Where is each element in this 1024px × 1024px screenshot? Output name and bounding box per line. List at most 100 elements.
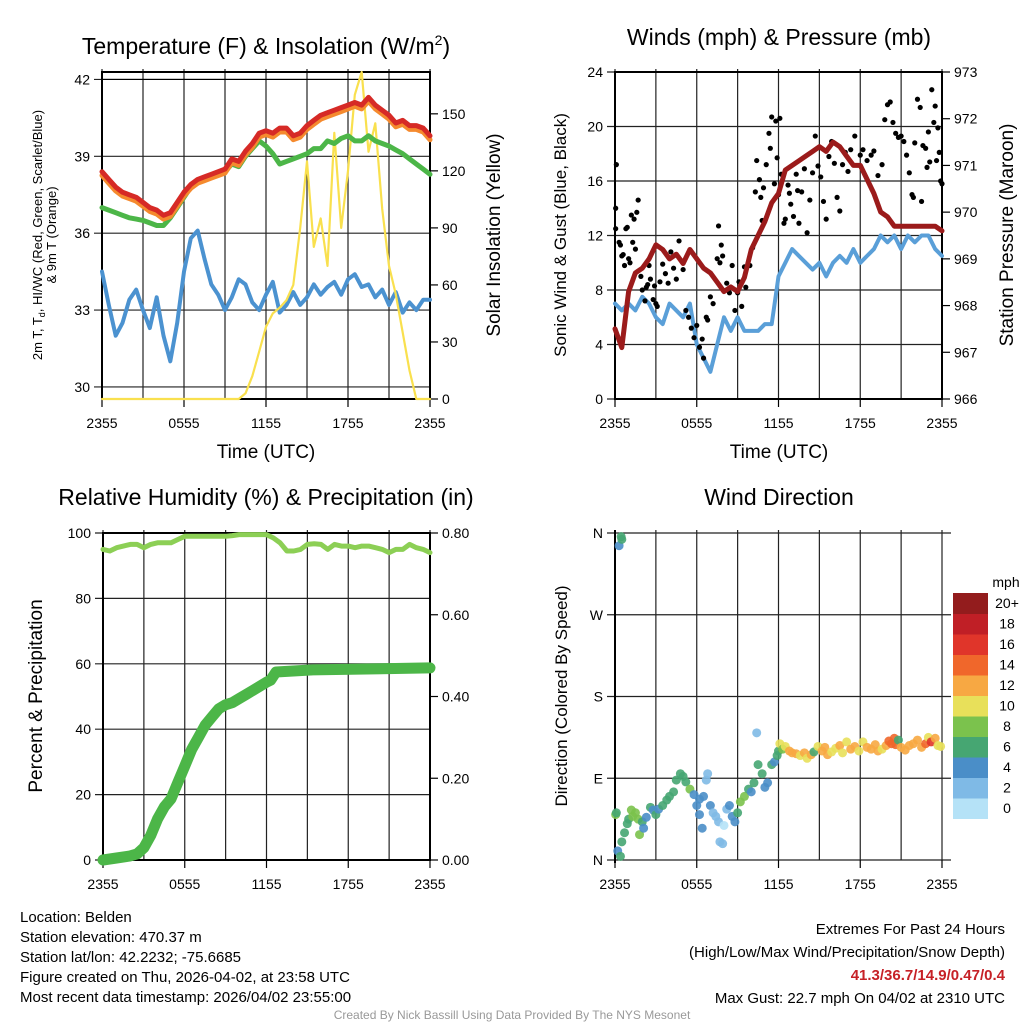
gust-point	[823, 216, 829, 222]
wind-direction-point	[838, 748, 848, 758]
gust-point	[754, 157, 760, 164]
gust-point	[683, 307, 689, 314]
wind-direction-point	[749, 778, 759, 788]
gust-point	[743, 284, 749, 290]
gust-point	[705, 317, 711, 323]
gust-point	[668, 249, 674, 255]
y-tick-label: 4	[595, 337, 603, 353]
gust-point	[777, 115, 783, 121]
wind-direction-point	[733, 808, 743, 818]
y-tick-label: 33	[74, 302, 90, 318]
x-tick-label: 1755	[332, 415, 363, 431]
wind-direction-point	[671, 775, 681, 785]
gust-point	[848, 147, 854, 153]
wind-direction-point	[936, 741, 946, 751]
winds-x-axis-title: Time (UTC)	[730, 442, 829, 463]
legend-swatch	[953, 593, 988, 614]
legend-swatch	[953, 634, 988, 655]
y-tick-label: 16	[587, 173, 603, 189]
legend-swatch	[953, 716, 988, 737]
wind-direction-point	[763, 778, 773, 788]
humidity-panel-title: Relative Humidity (%) & Precipitation (i…	[58, 484, 473, 510]
gust-point	[804, 230, 810, 236]
x-tick-label: 2355	[926, 876, 957, 892]
x-tick-label: 1755	[333, 876, 364, 892]
gust-point	[903, 152, 910, 158]
wind-direction-point	[757, 769, 767, 779]
gust-point	[707, 294, 713, 300]
gust-point	[786, 190, 793, 196]
gust-point	[933, 157, 940, 164]
gust-point	[732, 307, 738, 314]
pressure-line	[612, 139, 945, 351]
gust-point	[868, 152, 874, 158]
x-tick-label: 1155	[763, 876, 793, 892]
right-y-tick-label: 970	[954, 204, 978, 220]
gust-point	[694, 322, 700, 329]
wind-direction-point	[699, 791, 709, 801]
wind-direction-point	[694, 810, 704, 820]
legend-label: 8	[1003, 718, 1011, 734]
gust-point	[680, 266, 686, 273]
right-y-tick-label: 0.80	[442, 525, 469, 541]
legend-label: 18	[999, 616, 1015, 632]
credit-text: Created By Nick Bassill Using Data Provi…	[334, 1008, 691, 1022]
plot-frame	[101, 71, 431, 400]
x-tick-label: 1755	[845, 415, 876, 431]
gust-point	[879, 162, 885, 168]
legend-label: 10	[999, 698, 1015, 714]
gust-point	[710, 301, 716, 307]
gust-point	[925, 129, 931, 135]
gust-point	[752, 189, 758, 195]
station-info: Location: Belden Station elevation: 470.…	[20, 909, 351, 1006]
y-tick-label: E	[594, 770, 603, 786]
gust-point	[696, 344, 703, 350]
wind-direction-point	[724, 801, 734, 810]
gust-point	[807, 197, 813, 203]
gust-point	[837, 208, 843, 214]
gust-point	[890, 119, 896, 126]
gust-point	[912, 140, 918, 146]
gust-point	[756, 177, 763, 183]
wind-direction-point	[893, 735, 903, 745]
gust-point	[613, 205, 619, 211]
gust-point	[763, 162, 769, 168]
gust-point	[882, 117, 888, 123]
created-text: Figure created on Thu, 2026-04-02, at 23…	[20, 969, 350, 986]
gust-point	[924, 164, 930, 170]
gust-point	[929, 87, 935, 93]
x-tick-label: 0555	[169, 876, 200, 892]
speed-legend: 0 2 4 6 8 10 12 14 16 18 20+	[953, 593, 1019, 819]
series-2m-t	[99, 94, 433, 218]
gust-point	[699, 336, 705, 342]
extremes-values: 41.3/36.7/14.9/0.47/0.4	[851, 967, 1006, 984]
right-y-tick-label: 120	[442, 163, 466, 179]
gust-point	[839, 162, 846, 168]
solar-y-axis-title: Solar Insolation (Yellow)	[484, 133, 505, 336]
y-tick-label: 30	[74, 379, 90, 395]
gust-point	[613, 226, 619, 232]
gust-point	[662, 271, 669, 277]
extremes-title: Extremes For Past 24 Hours	[816, 921, 1005, 938]
x-tick-label: 1155	[251, 876, 281, 892]
gust-point	[718, 242, 724, 248]
wind-direction-point	[635, 830, 645, 840]
gust-point	[936, 149, 942, 155]
relative-humidity-line	[100, 532, 433, 556]
gust-point	[781, 220, 787, 226]
gust-point	[852, 133, 858, 139]
gust-point	[635, 197, 641, 203]
legend-label: 14	[999, 657, 1015, 673]
x-tick-label: 2355	[926, 415, 957, 431]
y-tick-label: 12	[587, 228, 603, 244]
precipitation-line	[97, 662, 436, 866]
series-hi-wc	[100, 228, 432, 364]
gust-point	[631, 216, 637, 222]
gust-point	[691, 335, 697, 341]
right-y-tick-label: 972	[954, 111, 978, 127]
legend-swatch	[953, 675, 988, 696]
gust-point	[665, 280, 671, 286]
panel-1: 0 4 8 12 16 20 24 966 967 968 969 970 971 972 973 2355 0…	[587, 64, 977, 431]
y-tick-label: 20	[587, 119, 603, 135]
legend-swatch	[953, 695, 988, 717]
